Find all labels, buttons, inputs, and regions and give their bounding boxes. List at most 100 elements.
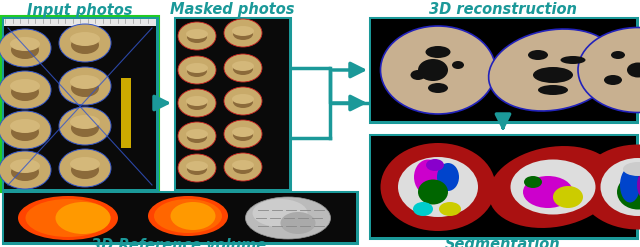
Ellipse shape [224,19,262,47]
Ellipse shape [186,129,208,139]
Ellipse shape [59,24,111,62]
Ellipse shape [418,180,448,205]
Ellipse shape [533,67,573,83]
Ellipse shape [11,41,39,59]
Ellipse shape [523,176,573,208]
Ellipse shape [426,159,444,171]
Ellipse shape [71,36,99,54]
Ellipse shape [381,143,495,231]
Ellipse shape [637,170,640,200]
Ellipse shape [224,120,262,148]
Text: 3D reconstruction: 3D reconstruction [429,1,577,17]
Text: 3D Reference volume: 3D Reference volume [92,238,267,247]
Ellipse shape [538,85,568,95]
Ellipse shape [224,87,262,115]
Ellipse shape [70,157,100,171]
Ellipse shape [381,26,495,114]
Bar [3,192,357,243]
Bar [1,16,159,192]
Ellipse shape [59,107,111,145]
Bar [175,18,290,190]
Ellipse shape [0,71,51,109]
Bar [176,19,289,189]
Ellipse shape [178,122,216,150]
Ellipse shape [10,37,40,51]
Ellipse shape [617,174,640,209]
Ellipse shape [488,29,618,111]
Ellipse shape [71,119,99,137]
Ellipse shape [186,161,208,171]
Text: Input photos: Input photos [28,2,132,18]
Ellipse shape [70,115,100,129]
Ellipse shape [233,28,253,40]
Text: Masked photos: Masked photos [170,1,294,17]
Bar [370,18,637,122]
Ellipse shape [11,83,39,101]
Ellipse shape [56,202,111,234]
Ellipse shape [246,197,330,239]
Ellipse shape [71,161,99,179]
Ellipse shape [426,46,451,58]
Ellipse shape [452,61,464,69]
Ellipse shape [410,70,426,80]
Ellipse shape [70,32,100,46]
Ellipse shape [11,123,39,141]
Ellipse shape [398,157,478,217]
Ellipse shape [418,59,448,81]
Ellipse shape [186,63,208,73]
Ellipse shape [232,160,254,170]
Ellipse shape [0,29,51,67]
Ellipse shape [524,176,542,188]
Ellipse shape [600,158,640,216]
Ellipse shape [187,31,207,43]
Bar [4,19,156,26]
Ellipse shape [511,160,595,214]
Ellipse shape [620,167,640,203]
Ellipse shape [11,163,39,181]
Ellipse shape [627,62,640,78]
Ellipse shape [170,202,216,230]
Ellipse shape [10,159,40,173]
Ellipse shape [604,75,622,85]
Bar [121,78,131,148]
Ellipse shape [187,131,207,143]
Ellipse shape [428,83,448,93]
Ellipse shape [578,27,640,112]
Bar [4,26,156,189]
Ellipse shape [10,119,40,133]
Bar [370,135,637,238]
Ellipse shape [233,162,253,174]
Ellipse shape [413,202,433,216]
Ellipse shape [178,56,216,84]
Ellipse shape [528,50,548,60]
Ellipse shape [488,146,618,228]
Ellipse shape [233,129,253,141]
Ellipse shape [224,54,262,82]
Ellipse shape [187,163,207,175]
Ellipse shape [71,79,99,97]
Ellipse shape [0,151,51,189]
Ellipse shape [59,149,111,187]
Ellipse shape [233,96,253,108]
Ellipse shape [178,89,216,117]
Ellipse shape [232,26,254,36]
Ellipse shape [178,154,216,182]
Bar [371,136,636,237]
Ellipse shape [623,162,640,176]
Ellipse shape [186,96,208,106]
Ellipse shape [280,212,316,234]
Text: Segmentation: Segmentation [445,238,561,247]
Ellipse shape [18,196,118,240]
Ellipse shape [579,144,640,229]
Ellipse shape [178,22,216,50]
Ellipse shape [0,111,51,149]
Ellipse shape [10,79,40,93]
Ellipse shape [148,196,228,236]
Ellipse shape [253,199,307,227]
Ellipse shape [611,51,625,59]
Ellipse shape [232,94,254,104]
Ellipse shape [437,163,459,191]
Ellipse shape [232,127,254,137]
Ellipse shape [439,202,461,216]
Bar [371,19,636,121]
